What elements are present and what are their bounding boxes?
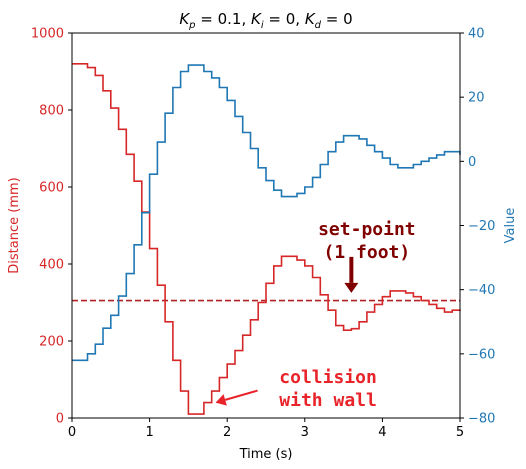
title-kd-subscript: d	[315, 20, 322, 31]
left-tick-label: 1000	[31, 27, 64, 42]
collision-arrow-head	[215, 394, 227, 406]
left-tick-label: 600	[39, 181, 64, 196]
left-tick-label: 0	[56, 412, 64, 427]
title-ki-value: = 0,	[264, 10, 305, 28]
right-tick-label: −40	[468, 283, 495, 298]
x-tick-label: 3	[301, 425, 309, 440]
x-tick-label: 4	[378, 425, 386, 440]
collision-annotation-text: with wall	[279, 390, 377, 411]
title-kd-value: = 0	[321, 10, 353, 28]
title-ki-symbol: K	[251, 10, 262, 28]
x-axis-label: Time (s)	[239, 447, 293, 462]
title-ki-subscript: i	[261, 20, 264, 31]
right-tick-label: −60	[468, 347, 495, 362]
left-tick-label: 200	[39, 335, 64, 350]
title-kp-symbol: K	[179, 10, 190, 28]
right-tick-label: 20	[468, 91, 485, 106]
title-kd-symbol: K	[305, 10, 316, 28]
left-tick-label: 800	[39, 104, 64, 119]
x-tick-label: 1	[145, 425, 153, 440]
chart-title: Kp = 0.1, Ki = 0, Kd = 0	[179, 10, 352, 31]
chart-marks: 0 1 2 3 4 5 0 200 400 600 800 1000 −80 −60 −40 −20 0 20 40…	[31, 27, 496, 441]
value-series-line	[72, 64, 461, 362]
plot-frame	[71, 32, 461, 419]
setpoint-arrow-head	[344, 282, 359, 293]
title-kp-value: = 0.1,	[196, 10, 252, 28]
left-axis-label: Distance (mm)	[7, 177, 22, 273]
right-axis-label: Value	[503, 208, 518, 244]
setpoint-annotation-text: set-point	[318, 219, 416, 240]
x-tick-label: 0	[68, 425, 76, 440]
right-tick-label: −20	[468, 219, 495, 234]
title-kp-subscript: p	[188, 20, 195, 31]
collision-arrow-shaft	[224, 389, 258, 401]
right-tick-label: 40	[468, 27, 485, 42]
x-tick-label: 2	[223, 425, 231, 440]
distance-series-line	[72, 63, 461, 415]
right-tick-label: 0	[468, 155, 476, 170]
right-tick-label: −80	[468, 412, 495, 427]
collision-annotation-text: collision	[279, 367, 377, 388]
left-tick-label: 400	[39, 258, 64, 273]
setpoint-annotation-text: (1 foot)	[324, 242, 411, 263]
x-tick-label: 5	[456, 425, 464, 440]
